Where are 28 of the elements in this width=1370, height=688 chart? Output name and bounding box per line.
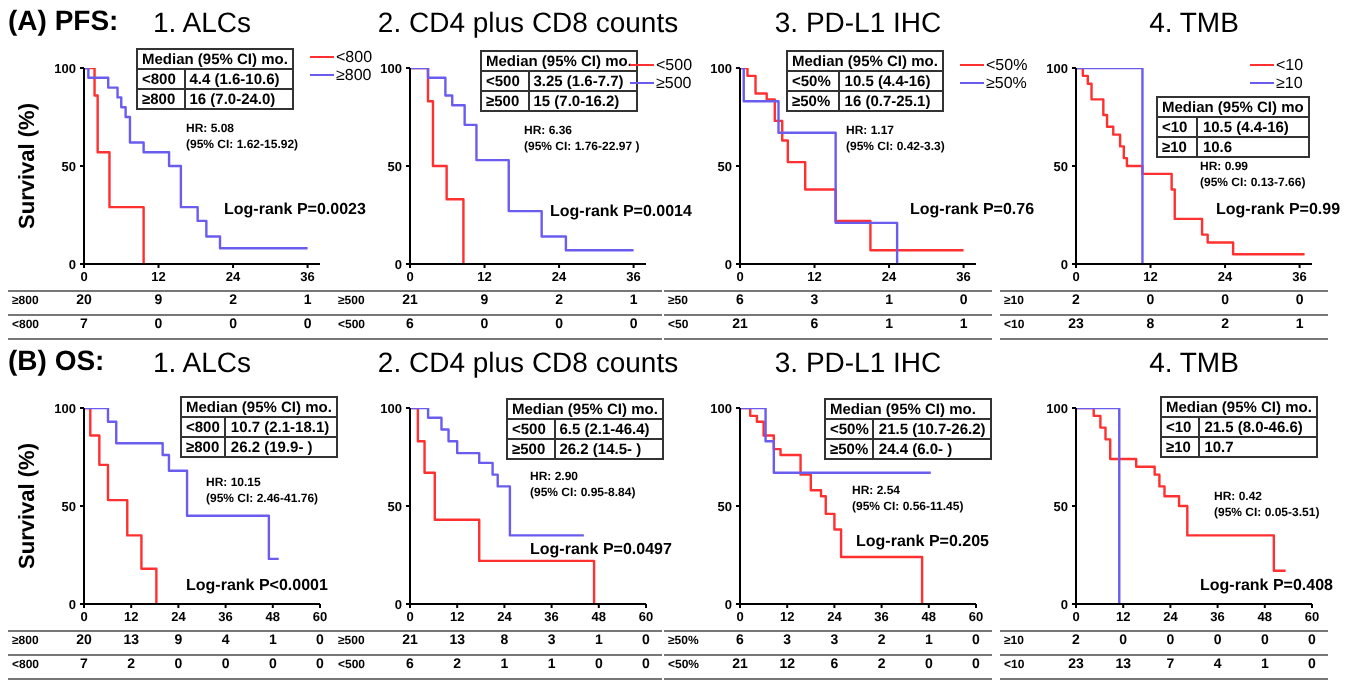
annotation: Log-rank P=0.0497 xyxy=(530,540,672,558)
chart-title: 2. CD4 plus CD8 counts xyxy=(377,346,679,378)
annotation: Log-rank P=0.0014 xyxy=(550,202,692,220)
chart-title: 1. ALCs xyxy=(152,6,252,38)
annotation: Log-rank P=0.76 xyxy=(910,200,1035,218)
chart-title: 2. CD4 plus CD8 counts xyxy=(377,6,679,38)
legend-label: ≥800 xyxy=(336,66,372,84)
annotation: Log-rank P=0.205 xyxy=(856,532,989,550)
legend-label: ≥10 xyxy=(1276,74,1303,92)
annotation: Log-rank P=0.99 xyxy=(1216,200,1341,218)
legend-label: <500 xyxy=(656,56,693,74)
legend-label: <10 xyxy=(1276,56,1304,74)
y-axis-title: Survival (%) xyxy=(16,103,40,229)
annotation: Log-rank P<0.0001 xyxy=(186,576,328,594)
legend-label: ≥50% xyxy=(986,74,1027,92)
chart-title: 4. TMB xyxy=(1149,6,1239,38)
chart-title: 4. TMB xyxy=(1149,346,1239,378)
chart-title: 1. ALCs xyxy=(152,346,252,378)
annotation: Log-rank P=0.0023 xyxy=(224,200,366,218)
chart-title: 3. PD-L1 IHC xyxy=(774,6,942,38)
legend-label: <800 xyxy=(336,48,373,66)
legend-label: <50% xyxy=(986,56,1028,74)
legend-label: ≥500 xyxy=(656,74,692,92)
y-axis-title: Survival (%) xyxy=(16,443,40,569)
chart-title: 3. PD-L1 IHC xyxy=(774,346,942,378)
annotation: Log-rank P=0.408 xyxy=(1200,576,1333,594)
chart-subtitle: (B) OS: xyxy=(8,344,105,376)
chart-subtitle: (A) PFS: xyxy=(8,4,119,36)
